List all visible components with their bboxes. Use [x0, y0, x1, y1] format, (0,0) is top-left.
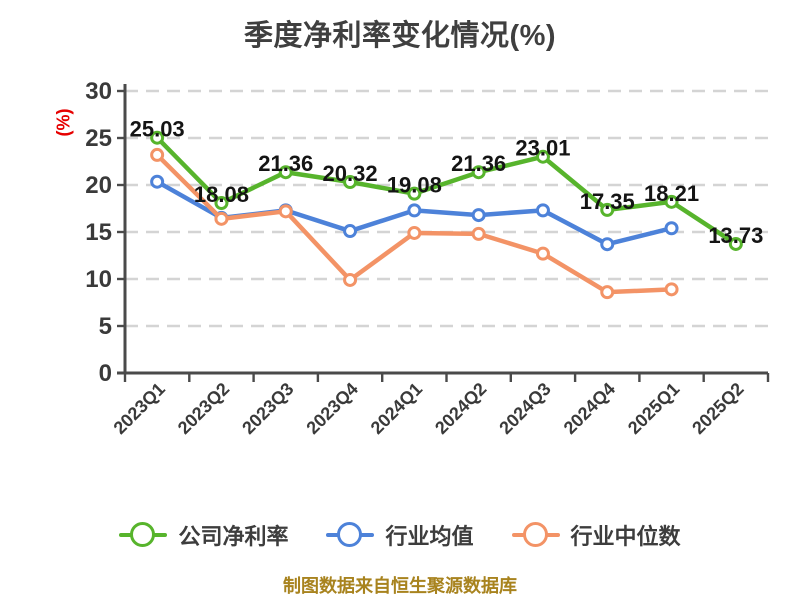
data-point-industry-average[interactable]: [535, 203, 550, 218]
legend-dot-icon: [337, 522, 363, 547]
data-point-industry-average[interactable]: [664, 221, 679, 236]
x-tick-label: 2023Q2: [174, 379, 233, 438]
legend-marker-company-net-margin: [119, 522, 168, 549]
y-tick-label: 30: [85, 78, 112, 105]
data-point-company-net-margin[interactable]: [728, 236, 743, 251]
x-tick-label: 2025Q2: [688, 379, 747, 438]
data-point-industry-median[interactable]: [471, 226, 486, 241]
data-point-industry-average[interactable]: [471, 208, 486, 223]
data-label: 17.35: [580, 189, 635, 214]
data-point-company-net-margin[interactable]: [664, 194, 679, 209]
chart-title: 季度净利率变化情况(%): [243, 20, 557, 52]
data-label: 18.08: [194, 182, 249, 207]
legend-label: 行业均值: [385, 524, 474, 549]
data-point-industry-median[interactable]: [600, 285, 615, 300]
data-point-industry-median[interactable]: [278, 204, 293, 219]
x-tick-label: 2024Q1: [367, 379, 426, 438]
x-tick-label: 2023Q4: [302, 379, 361, 438]
x-tick-label: 2024Q3: [495, 379, 554, 438]
x-tick-label: 2023Q1: [110, 379, 169, 438]
data-point-industry-median[interactable]: [407, 225, 422, 240]
legend-dot-icon: [522, 522, 548, 547]
y-tick-label: 0: [99, 360, 112, 387]
data-point-company-net-margin[interactable]: [343, 174, 358, 189]
data-label: 25.03: [130, 117, 185, 142]
data-label: 20.32: [323, 161, 378, 186]
y-tick-label: 10: [85, 266, 112, 293]
data-point-industry-average[interactable]: [343, 224, 358, 239]
data-point-industry-median[interactable]: [535, 246, 550, 261]
data-point-industry-average[interactable]: [407, 203, 422, 218]
y-tick-label: 5: [99, 313, 112, 340]
data-point-industry-median[interactable]: [150, 147, 165, 162]
series-line-company-net-margin: [154, 135, 739, 247]
data-point-company-net-margin[interactable]: [214, 196, 229, 211]
x-tick-label: 2025Q1: [624, 379, 683, 438]
data-source-note: 制图数据来自恒生聚源数据库: [283, 576, 517, 596]
y-tick-label: 25: [85, 125, 112, 152]
data-label: 18.21: [644, 181, 699, 206]
data-label: 23.01: [515, 136, 570, 161]
data-point-industry-median[interactable]: [664, 282, 679, 297]
data-point-company-net-margin[interactable]: [535, 149, 550, 164]
legend-item-industry-median[interactable]: 行业中位数: [511, 519, 681, 551]
data-label: 13.73: [708, 223, 763, 248]
data-point-company-net-margin[interactable]: [600, 202, 615, 217]
legend-label: 行业中位数: [570, 524, 681, 549]
data-point-industry-median[interactable]: [214, 211, 229, 226]
data-point-industry-average[interactable]: [150, 174, 165, 189]
data-point-company-net-margin[interactable]: [407, 186, 422, 201]
y-tick-label: 20: [85, 172, 112, 199]
legend-label: 公司净利率: [178, 524, 289, 549]
data-point-company-net-margin[interactable]: [278, 165, 293, 180]
legend-item-industry-average[interactable]: 行业均值: [326, 519, 474, 551]
data-label: 19.08: [387, 173, 442, 198]
legend-dot-icon: [130, 522, 156, 547]
x-tick-label: 2023Q3: [238, 379, 297, 438]
data-point-company-net-margin[interactable]: [150, 130, 165, 145]
legend-item-company-net-margin[interactable]: 公司净利率: [119, 519, 288, 551]
data-point-company-net-margin[interactable]: [471, 165, 486, 180]
data-point-industry-median[interactable]: [343, 272, 358, 287]
y-tick-label: 15: [85, 219, 112, 246]
data-point-industry-average[interactable]: [600, 237, 615, 252]
legend: 公司净利率 行业均值 行业中位数: [0, 519, 800, 551]
data-label: 21.36: [258, 151, 313, 176]
data-label: 21.36: [451, 151, 506, 176]
legend-marker-industry-median: [511, 522, 560, 549]
legend-marker-industry-average: [326, 522, 375, 549]
x-tick-label: 2024Q4: [560, 379, 619, 438]
x-tick-label: 2024Q2: [431, 379, 490, 438]
